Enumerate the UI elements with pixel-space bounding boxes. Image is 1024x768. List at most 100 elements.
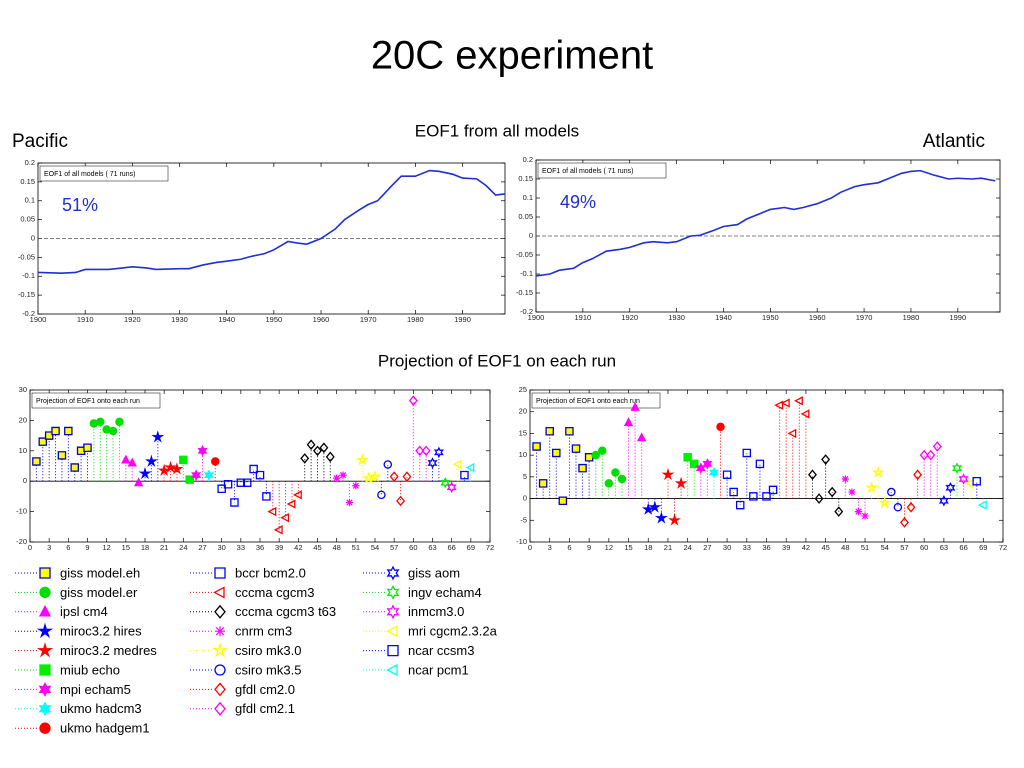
- legend-marker: [213, 586, 225, 599]
- y-tick-label: 5: [523, 472, 527, 481]
- x-tick-label: 9: [587, 543, 591, 552]
- legend-marker: [39, 664, 51, 676]
- run-marker: [389, 471, 399, 482]
- y-tick-label: -10: [516, 537, 527, 546]
- axes-title-box: [537, 162, 667, 179]
- legend-marker: [36, 622, 54, 639]
- run-marker: [938, 494, 949, 507]
- run-marker: [611, 468, 620, 477]
- run-marker: [793, 396, 803, 406]
- axes-title-box: [531, 392, 661, 409]
- x-tick-label: 57: [900, 543, 908, 552]
- run-marker: [362, 471, 376, 484]
- run-marker: [51, 426, 60, 436]
- x-tick-label: 1980: [407, 315, 424, 324]
- legend-label: miub echo: [60, 662, 120, 677]
- y-tick-label: -0.1: [520, 269, 533, 278]
- run-marker: [460, 470, 469, 480]
- x-tick-label: 51: [352, 543, 360, 552]
- y-tick-label: 15: [519, 428, 527, 437]
- x-tick-label: 63: [940, 543, 948, 552]
- y-tick-label: -5: [520, 515, 527, 524]
- x-tick-label: 6: [66, 543, 70, 552]
- run-marker: [558, 496, 568, 505]
- x-tick-label: 12: [102, 543, 110, 552]
- y-tick-label: 0: [31, 233, 35, 242]
- run-marker: [716, 422, 725, 432]
- legend-label: miroc3.2 hires: [60, 624, 142, 639]
- run-marker: [972, 476, 981, 486]
- run-marker: [133, 477, 144, 487]
- run-marker: [834, 506, 844, 517]
- run-marker: [708, 466, 719, 479]
- axes-title: Projection of EOF1 onto each run: [36, 398, 140, 405]
- run-marker: [755, 459, 765, 469]
- x-tick-label: 18: [644, 543, 652, 552]
- eof-heading: EOF1 from all models: [415, 121, 579, 140]
- run-marker: [325, 451, 335, 463]
- run-marker: [780, 398, 790, 408]
- run-marker: [808, 469, 817, 481]
- x-tick-label: 1930: [668, 313, 685, 322]
- run-marker: [223, 479, 233, 489]
- y-tick-label: 0: [523, 494, 527, 503]
- run-marker: [108, 426, 118, 436]
- legend-label: mri cgcm2.3.2a: [408, 624, 498, 639]
- run-marker: [249, 464, 258, 474]
- run-marker: [76, 446, 86, 456]
- x-tick-label: 33: [237, 543, 245, 552]
- x-tick-label: 39: [275, 543, 283, 552]
- y-tick-label: -0.2: [520, 307, 533, 316]
- legend-label: bccr bcm2.0: [235, 565, 306, 580]
- run-marker: [532, 442, 541, 451]
- run-marker: [878, 496, 892, 509]
- x-tick-label: 1990: [454, 315, 471, 324]
- y-tick-label: -0.2: [22, 309, 35, 318]
- y-tick-label: 0.2: [523, 155, 533, 164]
- x-tick-label: 45: [821, 543, 829, 552]
- x-tick-label: 21: [664, 543, 672, 552]
- run-marker: [377, 490, 386, 500]
- run-marker: [427, 457, 438, 469]
- run-marker: [729, 487, 738, 497]
- legend-marker: [36, 642, 54, 658]
- legend-label: gfdl cm2.1: [235, 701, 295, 716]
- y-tick-label: 0.1: [523, 193, 533, 202]
- axes-title: EOF1 of all models ( 71 runs): [542, 168, 633, 175]
- legend-marker: [38, 604, 52, 617]
- variance-label: 49%: [560, 192, 596, 212]
- x-tick-label: 72: [486, 543, 494, 552]
- run-marker: [280, 513, 290, 523]
- legend-marker: [386, 663, 398, 677]
- run-marker: [242, 478, 252, 487]
- run-marker: [333, 474, 341, 482]
- run-marker: [668, 513, 681, 526]
- legend-label: csiro mk3.0: [235, 643, 301, 658]
- run-marker: [127, 457, 137, 467]
- run-marker: [661, 467, 675, 481]
- run-marker: [578, 463, 587, 473]
- run-marker: [977, 500, 987, 510]
- run-marker: [408, 395, 418, 406]
- run-marker: [203, 469, 214, 481]
- x-tick-label: 1970: [360, 315, 377, 324]
- x-tick-label: 3: [47, 543, 51, 552]
- run-marker: [900, 517, 909, 528]
- x-tick-label: 0: [528, 543, 532, 552]
- legend-label: cnrm cm3: [235, 624, 292, 639]
- legend-marker: [386, 625, 398, 638]
- run-marker: [821, 454, 831, 465]
- y-tick-label: -0.1: [22, 271, 35, 280]
- x-tick-label: 1920: [124, 315, 141, 324]
- run-marker: [893, 503, 903, 512]
- legend-marker: [214, 682, 226, 697]
- variance-label: 51%: [62, 195, 98, 215]
- x-tick-label: 1920: [621, 313, 638, 322]
- run-marker: [841, 475, 849, 483]
- y-tick-label: -0.15: [516, 288, 533, 297]
- y-tick-label: 30: [19, 385, 27, 394]
- run-marker: [861, 512, 869, 520]
- run-marker: [654, 511, 668, 524]
- slide-title: 20C experiment: [371, 34, 653, 78]
